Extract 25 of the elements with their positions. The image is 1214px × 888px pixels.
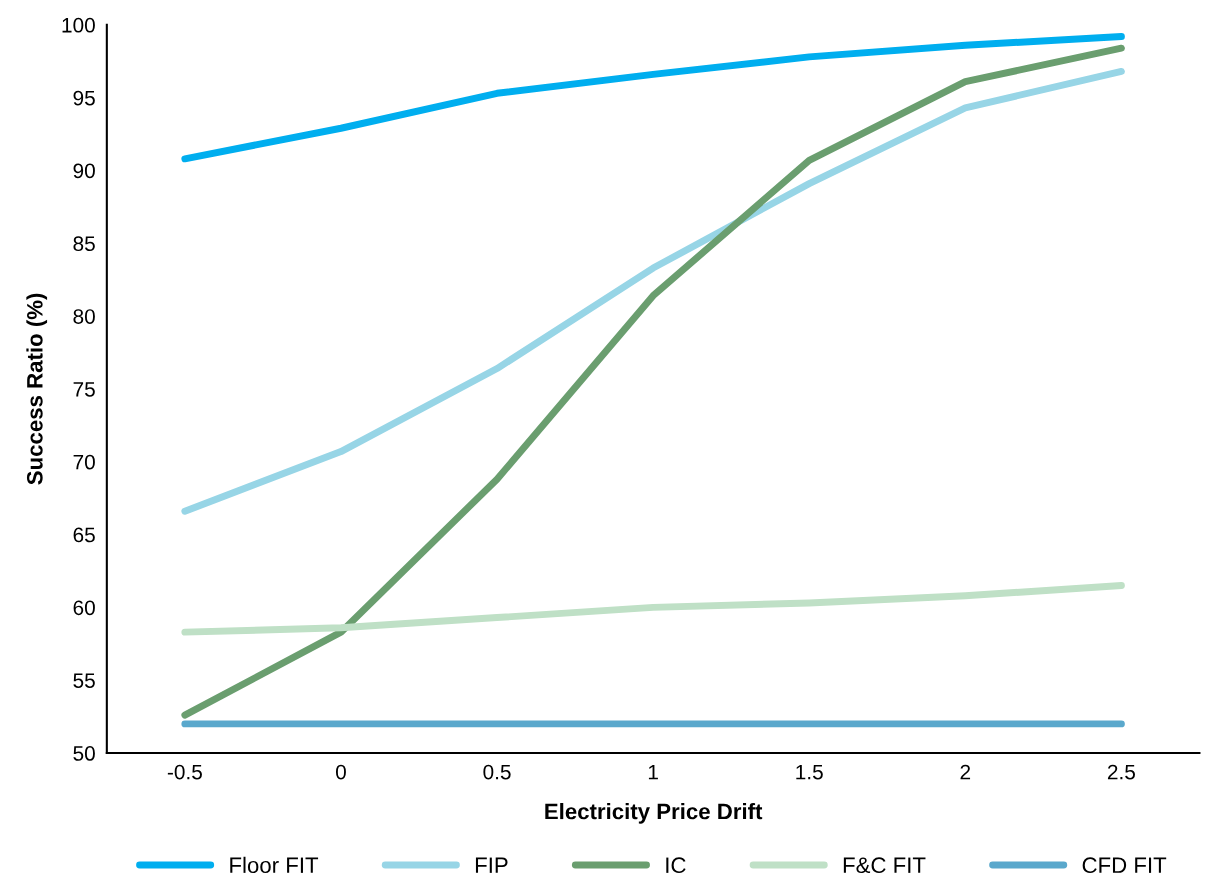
- y-tick-label: 70: [73, 454, 95, 470]
- x-tick-label: 1: [648, 764, 658, 780]
- y-axis-title: Success Ratio (%): [26, 293, 48, 485]
- x-tick-label: 0.5: [483, 764, 511, 780]
- legend-label: Floor FIT: [230, 856, 319, 874]
- legend-label: IC: [666, 857, 686, 874]
- y-tick-label: 60: [73, 600, 95, 616]
- x-axis-title: Electricity Price Drift: [545, 803, 763, 824]
- legend-label: FIP: [475, 857, 508, 873]
- x-tick-label: 1.5: [796, 764, 823, 780]
- legend-label: F&C FIT: [843, 857, 926, 874]
- x-tick-label: 2: [960, 764, 971, 780]
- y-tick-label: 90: [73, 163, 95, 179]
- y-tick-label: 80: [73, 309, 95, 324]
- y-tick-label: 50: [73, 746, 95, 761]
- y-tick-label: 85: [73, 236, 95, 252]
- y-tick-label: 65: [73, 527, 95, 543]
- y-tick-label: 55: [73, 673, 95, 688]
- y-tick-label: 100: [62, 17, 95, 33]
- x-tick-label: -0.5: [167, 764, 202, 780]
- legend-label: CFD FIT: [1082, 857, 1167, 874]
- y-tick-label: 75: [73, 382, 95, 397]
- x-tick-label: 2.5: [1107, 764, 1135, 780]
- x-tick-label: 0: [335, 764, 346, 780]
- y-tick-label: 95: [73, 90, 95, 106]
